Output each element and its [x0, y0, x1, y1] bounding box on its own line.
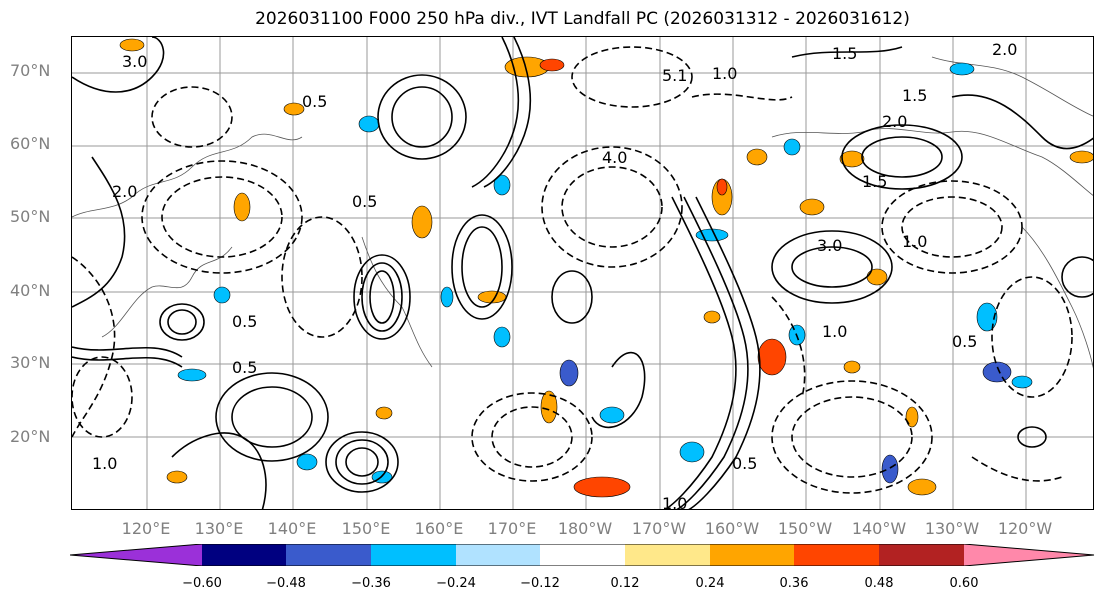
colorbar-segment [371, 544, 456, 566]
lat-label-60n: 60°N [10, 134, 51, 153]
colorbar-tick-label: −0.12 [520, 576, 560, 591]
colorbar-segment [202, 544, 286, 566]
lat-label-20n: 20°N [10, 427, 51, 446]
contour-label: 0.5 [352, 192, 377, 211]
lon-label-170w: 170°W [631, 519, 687, 538]
contour-label: 1.0 [902, 232, 927, 251]
colorbar-segment [879, 544, 964, 566]
lat-label-30n: 30°N [10, 353, 51, 372]
lon-label-120w: 120°W [997, 519, 1053, 538]
contour-label-group: 3.0 1.5 0.5 2.0 1.5 5.1 1.0 4.0 0.5 3.0 … [92, 40, 1017, 510]
contour-label: 1.5 [862, 172, 887, 191]
lon-label-150w: 150°W [777, 519, 833, 538]
colorbar-tick-label: 0.48 [864, 576, 894, 591]
contour-label: 3.0 [122, 52, 147, 71]
contour-label: 1.0 [712, 64, 737, 83]
contour-label: 0.5 [952, 332, 977, 351]
colorbar-tick-label: 0.24 [695, 576, 725, 591]
lon-label-150e: 150°E [341, 519, 391, 538]
contour-label: 1.5 [832, 44, 857, 63]
lon-label-130e: 130°E [194, 519, 244, 538]
lon-label-180w: 180°W [557, 519, 613, 538]
colorbar-tick-label: −0.24 [436, 576, 476, 591]
lat-label-50n: 50°N [10, 207, 51, 226]
colorbar-segment [540, 544, 625, 566]
contour-label: 2.0 [112, 182, 137, 201]
map-title: 2026031100 F000 250 hPa div., IVT Landfa… [255, 9, 910, 29]
colorbar-extend-low [70, 544, 202, 566]
colorbar-extend-high [964, 544, 1094, 566]
contour-label: 3.0 [817, 236, 842, 255]
colorbar-outline [70, 544, 1095, 566]
colorbar-tick-label: 0.12 [610, 576, 640, 591]
lon-label-140e: 140°E [267, 519, 317, 538]
lon-label-170e: 170°E [487, 519, 537, 538]
lon-label-130w: 130°W [924, 519, 980, 538]
contour-label: 0.5 [232, 358, 257, 377]
contour-label: 2.0 [992, 40, 1017, 59]
coastlines [72, 56, 1093, 369]
colorbar-segment [794, 544, 879, 566]
colorbar-tick-label: −0.60 [182, 576, 222, 591]
lon-label-140w: 140°W [851, 519, 907, 538]
solid-contours [72, 37, 1093, 509]
colorbar-segment [286, 544, 371, 566]
colorbar-segment [625, 544, 710, 566]
contour-label: 1.0 [92, 454, 117, 473]
colorbar-tick-label: 0.60 [949, 576, 979, 591]
contour-label: 1.0 [822, 322, 847, 341]
map-plot: 3.0 1.5 0.5 2.0 1.5 5.1 1.0 4.0 0.5 3.0 … [72, 37, 1093, 510]
contour-label: 4.0 [602, 148, 627, 167]
colorbar-tick-label: −0.36 [351, 576, 391, 591]
colorbar-tick-label: 0.36 [779, 576, 809, 591]
lon-label-120e: 120°E [121, 519, 171, 538]
colorbar-tick-label: −0.48 [266, 576, 306, 591]
contour-label: 5.1 [662, 66, 687, 85]
lon-label-160w: 160°W [704, 519, 760, 538]
contour-label: 1.0 [662, 494, 687, 510]
lon-label-160e: 160°E [414, 519, 464, 538]
contour-label: 0.5 [302, 92, 327, 111]
lat-label-40n: 40°N [10, 281, 51, 300]
contour-label: 1.5 [902, 86, 927, 105]
dashed-contours [72, 46, 1073, 494]
colorbar-segment [456, 544, 540, 566]
divergence-patches [119, 38, 1093, 498]
contour-label: 2.0 [882, 112, 907, 131]
contour-label: 0.5 [732, 454, 757, 473]
colorbar [70, 544, 1095, 566]
lat-label-70n: 70°N [10, 61, 51, 80]
contour-label: 0.5 [232, 312, 257, 331]
colorbar-segment [710, 544, 794, 566]
map-panel: 3.0 1.5 0.5 2.0 1.5 5.1 1.0 4.0 0.5 3.0 … [71, 36, 1094, 510]
